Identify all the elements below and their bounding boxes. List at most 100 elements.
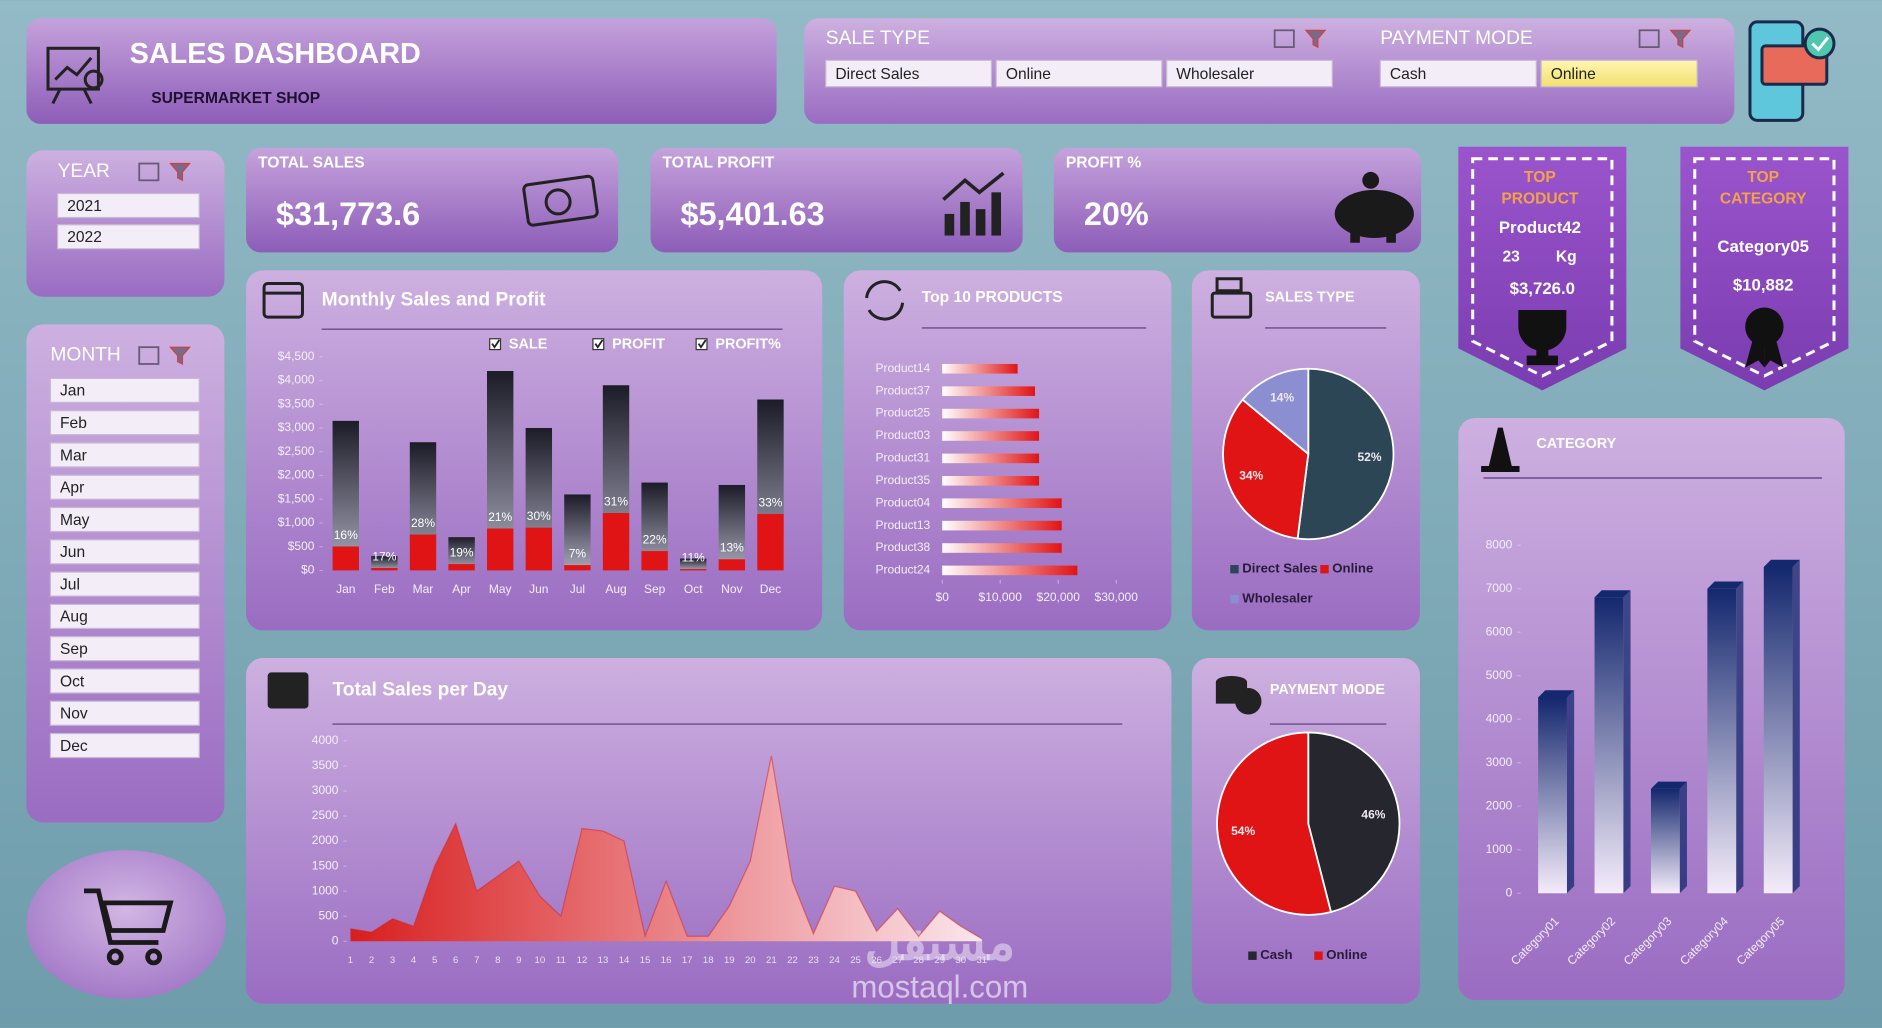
header-panel [26,18,777,124]
kpi-value: $5,401.63 [681,196,825,232]
slicer-item[interactable] [49,636,200,662]
y-tick-label: Product31 [875,451,930,465]
data-label: 52% [1357,450,1381,464]
y-tick-label: 0 [1506,885,1513,899]
clear-filter-button[interactable] [169,346,191,365]
slicer-item[interactable] [49,571,200,597]
x-tick-label: $0 [936,590,950,604]
bar [525,527,553,571]
clear-filter-button[interactable] [169,162,191,182]
legend-label: Direct Sales [1242,561,1318,576]
slicer-item[interactable] [49,700,200,726]
data-label: 31% [604,494,628,508]
slicer-item[interactable] [825,59,993,88]
slicer-item[interactable] [49,377,200,403]
legend-swatch [1320,565,1329,574]
kpi-value: $31,773.6 [276,196,420,232]
bar [332,546,359,571]
legend-check [697,339,707,349]
top-product-unit: Kg [1556,248,1577,265]
x-tick-label: Dec [760,582,781,596]
cart-button[interactable] [26,850,226,999]
bar [942,453,1040,464]
bar [718,484,746,571]
dashboard-title: SALES DASHBOARD [130,38,421,70]
slicer-item[interactable] [49,410,200,436]
legend-check [594,339,604,349]
bar [487,528,514,571]
legend-label: SALE [509,337,548,353]
y-tick-label: $1,500 [278,491,315,505]
slicer-item[interactable] [995,59,1163,88]
slicer-item-label: Cash [1390,66,1426,83]
slicer-item-label: Apr [60,480,84,497]
refresh-icon [865,280,905,321]
data-label: 14% [1270,391,1294,405]
multi-select-button[interactable] [1638,29,1660,49]
multi-select-button[interactable] [1273,29,1295,49]
bar [602,513,630,571]
growth-icon [942,171,1005,236]
multi-select-button[interactable] [138,346,160,365]
bar [371,567,398,571]
clear-filter-button[interactable] [1304,29,1327,49]
area-line [350,755,983,940]
slicer-item[interactable] [49,668,200,694]
pie-slice [1307,731,1401,914]
header-icon [46,46,104,105]
slicer-item[interactable] [1166,59,1333,88]
y-tick-label: 4000 [312,733,339,747]
slicer-item[interactable] [49,506,200,533]
slicer-item[interactable] [49,539,200,565]
bar [1707,588,1737,894]
kpi-value: 20% [1084,196,1149,232]
legend-checkbox[interactable] [489,338,502,351]
slicer-item[interactable] [49,732,200,759]
legend-checkbox[interactable] [695,338,708,351]
data-label: 46% [1361,808,1385,822]
bar [1538,697,1567,894]
legend-label: Wholesaler [1242,591,1312,606]
top-product-quantity: 23 [1502,248,1520,265]
x-tick-label: 22 [787,955,798,966]
slicer-item[interactable] [49,442,200,468]
chart-title: Total Sales per Day [332,680,508,701]
x-tick-label: 5 [432,955,437,966]
y-tick-label: $4,000 [278,373,315,387]
legend-checkbox[interactable] [592,338,605,351]
x-tick-label: 31 [976,955,987,966]
kpi-panel [246,147,619,253]
slicer-item[interactable] [57,192,200,219]
data-label: 16% [334,528,358,542]
bar [942,475,1040,486]
x-tick-label: Mar [413,582,434,596]
slicer-item[interactable] [57,224,200,250]
y-tick-label: Product03 [875,428,930,442]
slicer-item[interactable] [1379,59,1537,88]
badge-title: TOP [1747,169,1779,186]
slicer-item[interactable] [49,603,200,629]
data-label: 13% [720,541,744,555]
slicer-item[interactable] [1540,59,1698,88]
x-tick-label: 27 [892,955,903,966]
x-tick-label: May [489,582,512,596]
badge-title: TOP [1524,169,1556,186]
clear-filter-button[interactable] [1669,29,1692,49]
slicer-item[interactable] [49,474,200,500]
kpi-panel [1053,147,1422,253]
y-tick-label: $2,500 [278,444,315,458]
bar-top [1594,590,1631,598]
y-tick-label: 8000 [1486,537,1513,551]
bar [641,551,668,571]
kpi-label: TOTAL SALES [258,155,365,172]
x-tick-label: 28 [913,955,924,966]
multi-select-button[interactable] [138,162,160,182]
x-tick-label: 6 [453,955,458,966]
calendar-icon [262,282,304,319]
trophy-icon [1518,309,1567,366]
y-tick-label: 500 [318,908,338,922]
legend-swatch [1230,595,1239,604]
y-tick-label: $3,000 [278,420,315,434]
